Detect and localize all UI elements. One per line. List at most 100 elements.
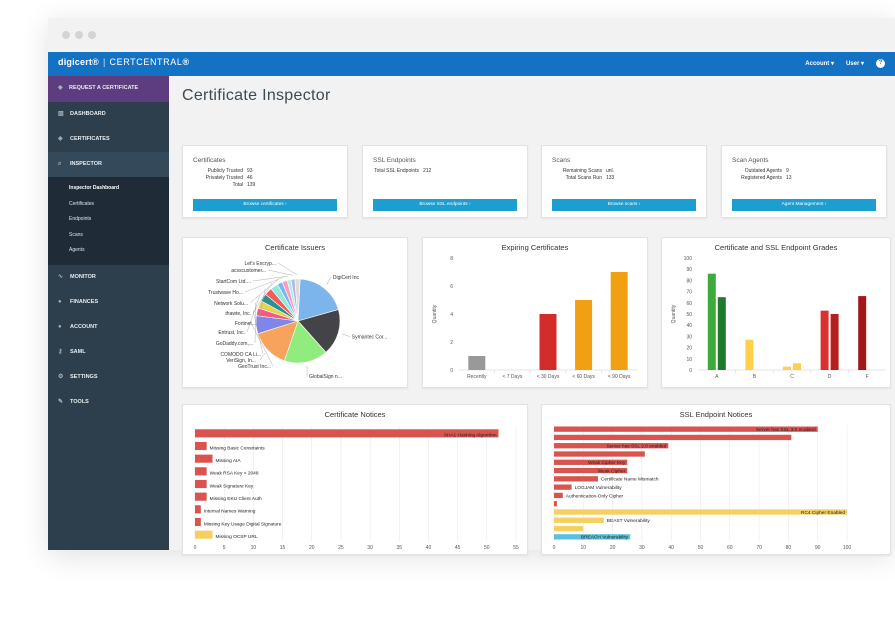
submenu-endpoints[interactable]: Endpoints <box>69 216 92 222</box>
bar <box>195 467 207 476</box>
help-icon[interactable]: ? <box>876 59 885 68</box>
bar-label: BEAST Vulnerability <box>607 518 651 524</box>
wrench-icon: ✎ <box>58 398 64 405</box>
x-tick-label: 35 <box>396 545 402 551</box>
kv-row: Outdated Agents 9 <box>724 168 789 174</box>
pie-label: Trustwave Ho... <box>208 290 243 296</box>
sidebar-item-settings[interactable]: ⚙ SETTINGS <box>48 365 169 390</box>
sidebar-item-account[interactable]: ● ACCOUNT <box>48 315 169 340</box>
sidebar-item-monitor[interactable]: ∿ MONITOR <box>48 265 169 290</box>
chart-title: Certificate Issuers <box>264 243 326 252</box>
x-tick-label: 100 <box>843 545 852 551</box>
x-tick-label: 80 <box>786 545 792 551</box>
x-tick-label: < 90 Days <box>608 374 631 380</box>
account-menu[interactable]: Account ▾ <box>805 61 834 67</box>
sidebar: ◆ REQUEST A CERTIFICATE ▥ DASHBOARD ◈ CERTI… <box>48 76 169 550</box>
pie-slice <box>284 320 327 364</box>
window-dot[interactable] <box>88 31 96 39</box>
y-tick-label: 60 <box>686 301 692 307</box>
y-axis-label: Quantity <box>432 304 438 323</box>
brand-name: digicert <box>58 57 93 67</box>
sidebar-item-dashboard[interactable]: ▥ DASHBOARD <box>48 102 169 127</box>
user-menu[interactable]: User ▾ <box>845 61 864 67</box>
bar <box>554 476 598 482</box>
request-certificate-button[interactable]: ◆ REQUEST A CERTIFICATE <box>48 76 169 102</box>
browse-certificates-button[interactable]: Browse certificates › <box>193 199 337 211</box>
issuers-pie-chart: DigiCert Inc Symantec Cor... GlobalSign n.… <box>208 261 388 380</box>
top-bar: digicert® | CERTCENTRAL® Account ▾ User ▾ … <box>48 52 895 76</box>
bar-label: Weak Cipher <box>598 468 626 474</box>
chart-title: Certificate Notices <box>324 410 386 419</box>
sidebar-item-label: MONITOR <box>70 273 96 280</box>
sidebar-item-tools[interactable]: ✎ TOOLS <box>48 390 169 415</box>
bar <box>783 366 791 370</box>
kv-key: Registered Agents <box>741 175 782 181</box>
x-tick-label: 20 <box>309 545 315 551</box>
inspector-submenu: Inspector Dashboard Certificates Endpoin… <box>48 177 169 265</box>
bar-label: Weak Cipher Key <box>588 460 626 466</box>
kv-row: Publicly Trusted 93 <box>193 168 253 174</box>
x-tick-label: 90 <box>815 545 821 551</box>
sidebar-item-finances[interactable]: ● FINANCES <box>48 290 169 315</box>
account-label: Account <box>805 61 830 67</box>
kv-value: 93 <box>247 168 253 174</box>
browse-ssl-endpoints-button[interactable]: Browse SSL endpoints › <box>373 199 517 211</box>
bar <box>554 426 818 432</box>
sidebar-item-label: CERTIFICATES <box>70 136 110 142</box>
summary-card-scan-agents: Scan Agents Outdated Agents 9 Registered … <box>721 145 887 218</box>
pie-label: Symantec Cor... <box>352 335 388 341</box>
bar <box>195 492 207 501</box>
x-tick-label: 50 <box>698 545 704 551</box>
y-tick-label: 8 <box>450 256 453 262</box>
logo[interactable]: digicert® | CERTCENTRAL® <box>58 57 190 67</box>
bar <box>554 467 628 474</box>
submenu-inspector-dashboard[interactable]: Inspector Dashboard <box>69 185 120 191</box>
sidebar-item-label: TOOLS <box>70 398 89 405</box>
x-tick-label: < 7 Days <box>502 374 522 380</box>
bar <box>793 363 801 370</box>
x-tick-label: A <box>715 374 719 380</box>
sidebar-item-saml[interactable]: ⚷ SAML <box>48 340 169 365</box>
ssl-notices-chart: 0 10 20 30 40 50 60 70 80 90 100 Server has SSL 3.0… <box>553 425 852 551</box>
x-tick-label: 40 <box>668 545 674 551</box>
x-tick-label: 70 <box>756 545 762 551</box>
chart-card-certificate-notices: Certificate Notices 0 5 10 15 20 25 30 35 40 45 50… <box>182 404 528 555</box>
bar-label: Weak RSA Key < 2048 <box>210 471 259 477</box>
submenu-agents[interactable]: Agents <box>69 247 85 253</box>
bar <box>554 451 645 457</box>
pie-connector <box>257 288 266 324</box>
sidebar-item-inspector[interactable]: ⌕ INSPECTOR <box>48 152 169 177</box>
pie-label: Entrust, Inc. <box>218 330 245 336</box>
submenu-scans[interactable]: Scans <box>69 231 83 238</box>
bar <box>554 509 847 515</box>
card-title: Scan Agents <box>732 157 769 164</box>
y-tick-label: 50 <box>686 312 692 318</box>
product-name: CERTCENTRAL <box>109 57 183 67</box>
x-tick-label: 60 <box>727 545 733 551</box>
bar <box>195 429 499 438</box>
bar-label: Authentication-Only Cipher <box>566 493 624 499</box>
window-dot[interactable] <box>75 31 83 39</box>
browse-scans-button[interactable]: Browse scans › <box>552 199 696 211</box>
sidebar-item-label: FINANCES <box>70 298 99 305</box>
sidebar-item-certificates[interactable]: ◈ CERTIFICATES <box>48 127 169 152</box>
kv-row: Registered Agents 13 <box>724 175 791 181</box>
sidebar-item-label: INSPECTOR <box>70 161 102 167</box>
bar-label: Certificate Name Mismatch <box>601 477 659 483</box>
summary-card-scans: Scans Remaining Scans unl. Total Scans Ru… <box>541 145 707 218</box>
submenu-certificates[interactable]: Certificates <box>69 200 95 207</box>
sidebar-item-label: ACCOUNT <box>70 323 98 330</box>
agent-management-button[interactable]: Agent Management › <box>732 199 876 211</box>
y-tick-label: 70 <box>686 290 692 296</box>
kv-value: 46 <box>247 175 253 181</box>
window-dot[interactable] <box>62 31 70 39</box>
y-tick-label: 10 <box>686 357 692 363</box>
pie-connector <box>342 333 350 337</box>
bar <box>195 517 201 527</box>
x-tick-label: 25 <box>338 545 344 551</box>
kv-row: Total SSL Endpoints 212 <box>353 168 431 174</box>
kv-row: Total 139 <box>193 182 255 188</box>
shield-plus-icon: ◆ <box>58 85 63 91</box>
pie-label: GeoTrust Inc... <box>238 364 271 370</box>
pie-slice <box>297 309 341 353</box>
